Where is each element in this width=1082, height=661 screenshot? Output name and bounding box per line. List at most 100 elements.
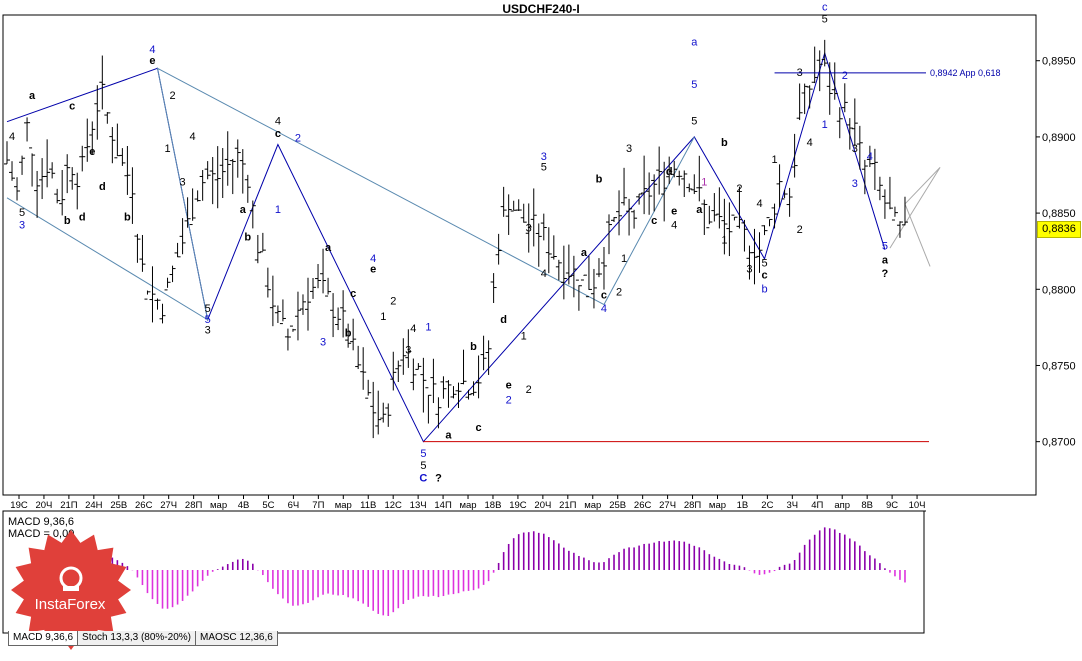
wave-label: c [651, 215, 657, 227]
wave-label: 4 [601, 303, 607, 315]
wave-label: c [601, 289, 607, 301]
wave-label: 5 [19, 207, 25, 219]
wave-label: 5 [420, 448, 426, 460]
wave-label: 4 [410, 323, 416, 335]
x-tick-label: 4В [238, 500, 250, 511]
ohlc-bar [34, 170, 41, 218]
wave-label: 1 [771, 154, 777, 166]
ohlc-bar [495, 233, 502, 265]
ohlc-bar [786, 187, 793, 217]
x-tick-label: 27Ч [659, 500, 676, 511]
wave-label: 2 [506, 395, 512, 407]
ohlc-bar [721, 198, 728, 255]
ohlc-bar [525, 203, 532, 253]
ohlc-bar [731, 214, 738, 221]
ohlc-bar [189, 188, 196, 226]
ohlc-bar [415, 363, 422, 370]
ohlc-bar [209, 157, 216, 205]
ohlc-bar [269, 275, 276, 327]
ohlc-bar [590, 268, 597, 309]
ohlc-bar [390, 351, 397, 391]
ohlc-bar [385, 403, 392, 427]
ohlc-bar [294, 291, 301, 341]
ohlc-bar [490, 273, 497, 303]
ohlc-bar [791, 133, 798, 178]
ohlc-bar [169, 265, 176, 283]
ohlc-bar [600, 247, 607, 290]
wave-label: b [345, 328, 352, 340]
ohlc-bar [691, 174, 698, 195]
ohlc-bar [585, 255, 592, 298]
wave-label: 2 [169, 90, 175, 102]
ohlc-bar [681, 170, 688, 198]
wave-label: 4 [756, 198, 762, 210]
x-tick-label: мар [335, 500, 352, 511]
ohlc-bar [9, 161, 16, 181]
ohlc-bar [74, 172, 81, 210]
ohlc-bar [671, 160, 678, 178]
ohlc-bar [701, 199, 708, 235]
wave-label: e [370, 264, 376, 276]
ohlc-bar [846, 118, 853, 150]
current-price-tag: 0,8836 [1037, 221, 1081, 238]
ohlc-bar [896, 221, 903, 238]
wave-label: 3 [205, 324, 211, 336]
ohlc-bar [631, 209, 638, 229]
tab-stoch[interactable]: Stoch 13,3,3 (80%-20%) [77, 631, 196, 646]
wave-label: a [691, 36, 698, 48]
ohlc-bar [345, 323, 352, 348]
ohlc-bar [435, 397, 442, 429]
x-tick-label: 26С [634, 500, 652, 511]
wave-label: e [149, 55, 155, 67]
ohlc-bar [445, 380, 452, 408]
tab-macd[interactable]: MACD 9,36,6 [8, 631, 79, 646]
wave-label: c [822, 1, 828, 13]
wave-label: 5 [541, 161, 547, 173]
ohlc-bar [305, 277, 311, 331]
x-tick-label: 21П [559, 500, 577, 511]
ohlc-bar [325, 277, 332, 297]
wave-label: a [325, 242, 332, 254]
ohlc-bar [580, 274, 587, 281]
wave-label: 1 [425, 321, 431, 333]
wave-label: c [69, 100, 75, 112]
wave-label: 3 [746, 264, 752, 276]
wave-label: 1 [822, 119, 828, 131]
ohlc-bar [570, 255, 577, 298]
ohlc-bar [836, 107, 843, 139]
ohlc-bar [606, 214, 612, 255]
x-tick-label: 18В [485, 500, 502, 511]
ohlc-bar [259, 232, 266, 253]
ohlc-bar [420, 357, 427, 413]
macd-frame [2, 510, 925, 634]
y-tick-label: 0,8950 [1042, 56, 1076, 68]
ohlc-bar [139, 234, 146, 272]
wave-label: 3 [626, 143, 632, 155]
ohlc-bar [289, 325, 296, 332]
wave-label: a [29, 90, 36, 102]
ohlc-bar [174, 242, 181, 258]
ohlc-bar [811, 46, 818, 84]
ohlc-bar [204, 161, 211, 180]
ohlc-bar [651, 174, 658, 212]
wave-label: e [671, 206, 677, 218]
ohlc-bar [626, 198, 633, 236]
ohlc-bar [460, 349, 467, 385]
tab-maosc[interactable]: MAOSC 12,36,6 [194, 631, 278, 646]
ohlc-bar [826, 62, 833, 115]
ohlc-bar [380, 402, 387, 423]
ohlc-bar [234, 139, 241, 178]
wave-label: 3 [541, 151, 547, 163]
x-tick-label: 28П [684, 500, 702, 511]
ohlc-bar [164, 277, 171, 291]
logo-text: InstaForex [34, 596, 106, 613]
ohlc-bar [901, 196, 908, 226]
ohlc-bar [49, 162, 56, 179]
ohlc-bar [751, 228, 758, 285]
y-tick-label: 0,8750 [1042, 360, 1076, 372]
ohlc-bar [465, 389, 472, 400]
wave-label: C [419, 472, 427, 484]
wave-label: 1 [380, 311, 386, 323]
ohlc-bar [89, 121, 96, 155]
